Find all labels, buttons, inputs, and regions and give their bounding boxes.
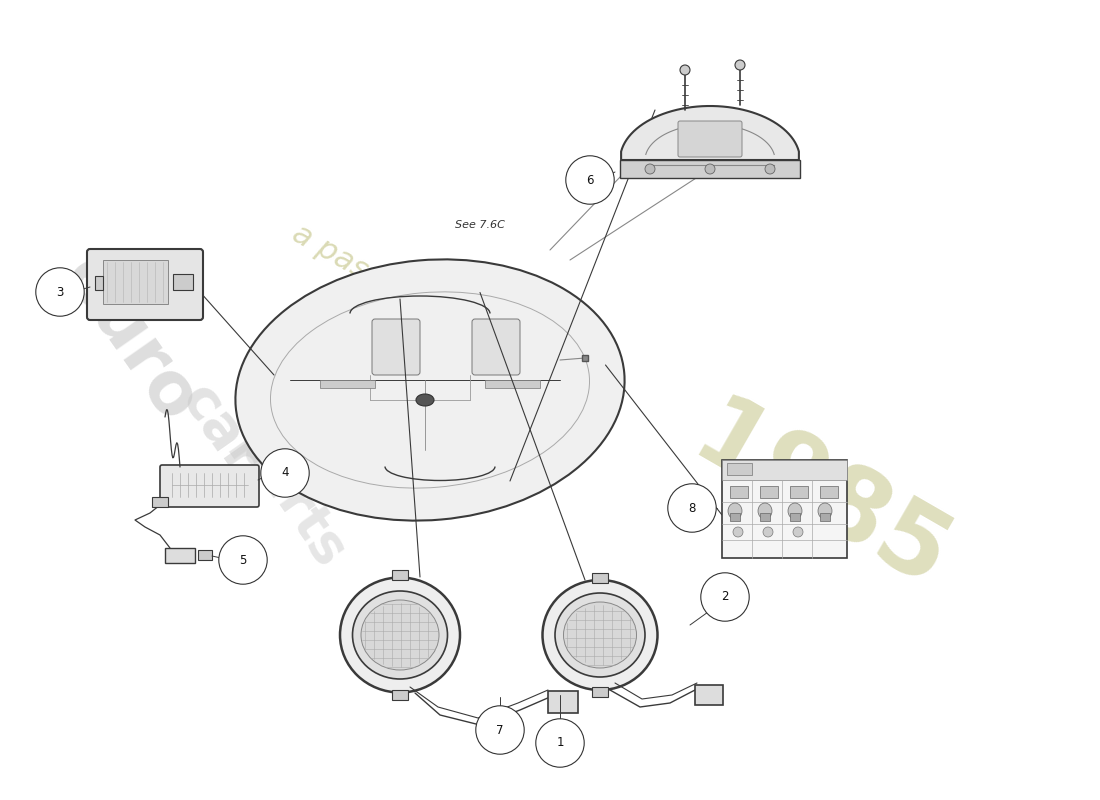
- Bar: [592, 687, 608, 697]
- Bar: [820, 513, 830, 521]
- FancyBboxPatch shape: [678, 121, 743, 157]
- Ellipse shape: [352, 591, 448, 679]
- Text: 7: 7: [496, 723, 504, 737]
- Text: See 7.6C: See 7.6C: [455, 220, 505, 230]
- FancyBboxPatch shape: [372, 319, 420, 375]
- Ellipse shape: [563, 602, 637, 668]
- Bar: [760, 513, 770, 521]
- Ellipse shape: [361, 600, 439, 670]
- Ellipse shape: [556, 593, 645, 677]
- Circle shape: [735, 60, 745, 70]
- Bar: [392, 690, 408, 700]
- Bar: [722, 460, 847, 558]
- Bar: [722, 460, 847, 480]
- Ellipse shape: [728, 503, 743, 519]
- Bar: [730, 486, 748, 498]
- Ellipse shape: [235, 259, 625, 521]
- Circle shape: [793, 527, 803, 537]
- Text: 4: 4: [282, 466, 288, 479]
- Circle shape: [763, 527, 773, 537]
- FancyBboxPatch shape: [87, 249, 204, 320]
- Bar: [727, 463, 752, 475]
- Circle shape: [680, 65, 690, 75]
- Circle shape: [733, 527, 742, 537]
- Bar: [173, 274, 192, 290]
- Circle shape: [764, 164, 776, 174]
- Bar: [95, 276, 103, 290]
- Ellipse shape: [788, 503, 802, 519]
- Ellipse shape: [340, 578, 460, 693]
- Ellipse shape: [416, 394, 434, 406]
- Bar: [392, 570, 408, 580]
- Text: car: car: [169, 374, 271, 486]
- Bar: [620, 160, 800, 178]
- Text: 8: 8: [689, 502, 695, 514]
- Ellipse shape: [542, 580, 658, 690]
- Text: 6: 6: [586, 174, 594, 186]
- Bar: [103, 260, 168, 304]
- FancyBboxPatch shape: [165, 548, 195, 563]
- Bar: [320, 380, 375, 388]
- Bar: [592, 573, 608, 583]
- Bar: [485, 380, 540, 388]
- Text: 1: 1: [557, 737, 563, 750]
- Bar: [790, 513, 800, 521]
- Circle shape: [645, 164, 654, 174]
- Text: euro: euro: [48, 244, 211, 436]
- FancyBboxPatch shape: [548, 691, 578, 713]
- Text: 3: 3: [56, 286, 64, 298]
- FancyBboxPatch shape: [152, 497, 168, 507]
- Bar: [820, 486, 838, 498]
- Text: 5: 5: [240, 554, 246, 566]
- Bar: [790, 486, 808, 498]
- Bar: [730, 513, 740, 521]
- Polygon shape: [621, 106, 799, 160]
- Bar: [760, 486, 778, 498]
- FancyBboxPatch shape: [695, 685, 723, 705]
- Text: parts: parts: [224, 422, 356, 578]
- Text: 1985: 1985: [675, 389, 965, 611]
- Ellipse shape: [818, 503, 832, 519]
- Text: 2: 2: [722, 590, 728, 603]
- Text: a passion for parts...: a passion for parts...: [287, 219, 573, 401]
- Ellipse shape: [758, 503, 772, 519]
- FancyBboxPatch shape: [472, 319, 520, 375]
- Circle shape: [705, 164, 715, 174]
- FancyBboxPatch shape: [198, 550, 212, 560]
- FancyBboxPatch shape: [160, 465, 258, 507]
